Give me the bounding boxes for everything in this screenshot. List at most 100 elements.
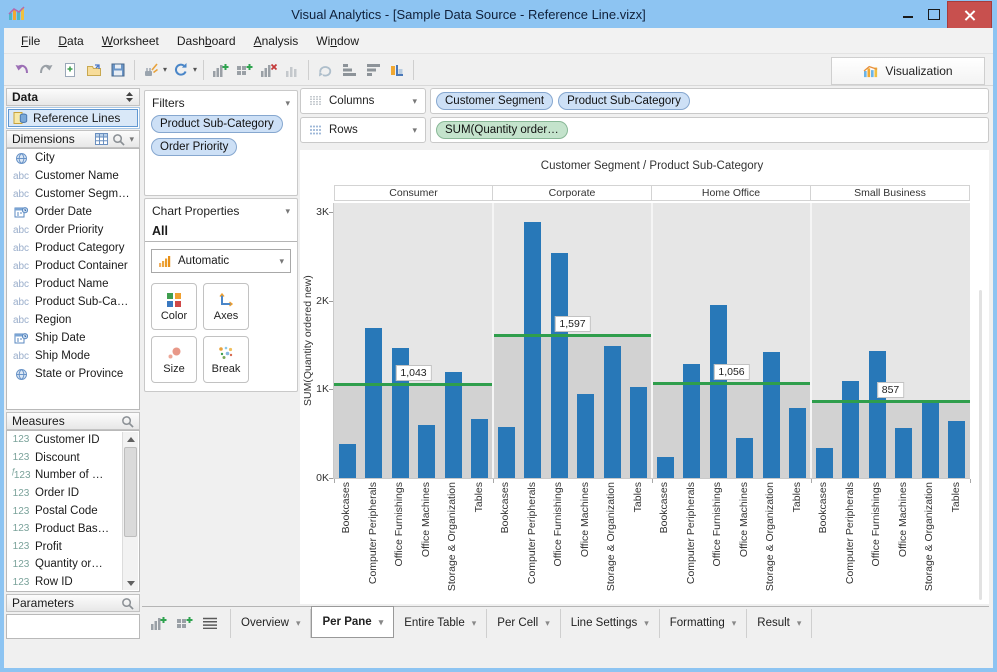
bar[interactable] [444, 372, 462, 478]
dimension-item-product-name[interactable]: abc Product Name [7, 275, 139, 293]
bar[interactable] [630, 386, 648, 478]
bar[interactable] [709, 305, 727, 478]
measures-search-icon[interactable] [121, 415, 134, 428]
measure-item-number-of[interactable]: ƒ 123 Number of … [7, 467, 126, 485]
dimensions-search-icon[interactable] [112, 133, 126, 146]
toolbar-add-grid-icon[interactable] [233, 59, 255, 81]
chart-properties-collapse-icon[interactable]: ▾ [285, 205, 290, 216]
columns-shelf-tray[interactable]: Customer Segment Product Sub-Category [430, 88, 989, 114]
menu-item-dashboard[interactable]: Dashboard [176, 33, 236, 48]
menu-item-window[interactable]: Window [316, 33, 359, 48]
filter-pill-order-priority[interactable]: Order Priority [151, 138, 238, 156]
tab-line-settings[interactable]: Line Settings ▾ [561, 608, 660, 638]
toolbar-undo-icon[interactable] [11, 59, 33, 81]
rows-shelf-tray[interactable]: SUM(Quantity order… [430, 117, 989, 143]
measure-item-row-id[interactable]: 123 Row ID [7, 573, 126, 591]
toolbar-swap-icon[interactable] [314, 59, 336, 81]
reference-line[interactable] [652, 382, 811, 386]
tab-overview[interactable]: Overview ▾ [230, 608, 312, 638]
bar[interactable] [524, 221, 542, 478]
dimension-item-region[interactable]: abc Region [7, 311, 139, 329]
dimensions-menu-caret-icon[interactable]: ▾ [129, 133, 134, 144]
dimension-item-ship-mode[interactable]: abc Ship Mode [7, 347, 139, 365]
reference-line[interactable] [334, 383, 493, 387]
tab-formatting[interactable]: Formatting ▾ [660, 608, 748, 638]
mark-type-select[interactable]: Automatic ▾ [151, 249, 291, 273]
reference-line[interactable] [493, 334, 652, 338]
measure-item-customer-id[interactable]: 123 Customer ID [7, 431, 126, 449]
measures-scrollbar[interactable] [122, 432, 138, 590]
filter-pill-product-sub-category[interactable]: Product Sub-Category [151, 115, 283, 133]
bar[interactable] [683, 363, 701, 478]
chart-prop-button-break[interactable]: Break [203, 336, 249, 383]
menu-item-data[interactable]: Data [58, 33, 84, 48]
tab-bar-hamburger-icon[interactable] [202, 617, 218, 629]
toolbar-connect-icon[interactable] [140, 59, 162, 81]
bar[interactable] [338, 444, 356, 478]
tab-result[interactable]: Result ▾ [747, 608, 813, 638]
toolbar-redo-icon[interactable] [35, 59, 57, 81]
columns-shelf-label[interactable]: Columns ▾ [300, 88, 426, 114]
chart-scrollbar[interactable] [979, 290, 982, 600]
bar[interactable] [948, 421, 966, 478]
bar[interactable] [762, 352, 780, 478]
data-panel-updown-icon[interactable] [125, 91, 134, 103]
rows-pill-sum-quantity-order[interactable]: SUM(Quantity order… [436, 121, 568, 139]
toolbar-dropdown-caret-icon[interactable]: ▾ [163, 65, 168, 74]
dimension-item-product-category[interactable]: abc Product Category [7, 239, 139, 257]
toolbar-dropdown-caret-icon[interactable]: ▾ [193, 65, 198, 74]
bar[interactable] [895, 428, 913, 478]
bar[interactable] [815, 447, 833, 478]
toolbar-add-chart-icon[interactable] [209, 59, 231, 81]
bar[interactable] [497, 427, 515, 478]
bar[interactable] [868, 351, 886, 478]
measure-item-product-bas[interactable]: 123 Product Bas… [7, 520, 126, 538]
rows-shelf-label[interactable]: Rows ▾ [300, 117, 426, 143]
scroll-up-icon[interactable] [123, 432, 138, 446]
toolbar-refresh-icon[interactable] [170, 59, 192, 81]
bar[interactable] [656, 456, 674, 478]
toolbar-sort-asc-icon[interactable] [338, 59, 360, 81]
bar[interactable] [365, 328, 383, 478]
dimension-item-order-date[interactable]: Order Date [7, 203, 139, 221]
chart-prop-button-color[interactable]: Color [151, 283, 197, 330]
bar[interactable] [471, 419, 489, 478]
measure-item-quantity-or[interactable]: 123 Quantity or… [7, 556, 126, 574]
bar[interactable] [789, 407, 807, 478]
toolbar-new-file-icon[interactable] [59, 59, 81, 81]
toolbar-sort-desc-icon[interactable] [362, 59, 384, 81]
measure-item-order-id[interactable]: 123 Order ID [7, 484, 126, 502]
dimension-item-product-container[interactable]: abc Product Container [7, 257, 139, 275]
data-source-item[interactable]: Reference Lines [6, 107, 140, 129]
measure-item-profit[interactable]: 123 Profit [7, 538, 126, 556]
tab-per-cell[interactable]: Per Cell ▾ [487, 608, 561, 638]
dimension-item-product-sub-ca[interactable]: abc Product Sub-Ca… [7, 293, 139, 311]
close-button[interactable] [947, 1, 992, 29]
bar[interactable] [736, 438, 754, 478]
reference-line[interactable] [811, 399, 970, 403]
bar[interactable] [921, 399, 939, 478]
menu-item-worksheet[interactable]: Worksheet [101, 33, 159, 48]
measure-item-discount[interactable]: 123 Discount [7, 449, 126, 467]
toolbar-chart-gray-icon[interactable] [281, 59, 303, 81]
tab-bar-add-grid-icon[interactable] [176, 615, 193, 631]
dimension-item-customer-name[interactable]: abc Customer Name [7, 167, 139, 185]
bar[interactable] [842, 381, 860, 478]
toolbar-save-icon[interactable] [107, 59, 129, 81]
scroll-down-icon[interactable] [123, 576, 138, 590]
dimension-item-customer-segm[interactable]: abc Customer Segm… [7, 185, 139, 203]
parameters-box[interactable] [6, 614, 140, 639]
measure-item-postal-code[interactable]: 123 Postal Code [7, 502, 126, 520]
dimension-item-order-priority[interactable]: abc Order Priority [7, 221, 139, 239]
tab-bar-add-chart-icon[interactable] [150, 615, 167, 631]
toolbar-remove-chart-icon[interactable] [257, 59, 279, 81]
view-data-table-icon[interactable] [95, 133, 109, 145]
minimize-button[interactable] [895, 1, 921, 25]
bar[interactable] [577, 393, 595, 478]
chart-prop-button-size[interactable]: Size [151, 336, 197, 383]
chart-prop-button-axes[interactable]: Axes [203, 283, 249, 330]
menu-item-analysis[interactable]: Analysis [253, 33, 299, 48]
filters-collapse-icon[interactable]: ▾ [285, 97, 290, 108]
bar[interactable] [550, 252, 568, 478]
bar[interactable] [603, 345, 621, 478]
